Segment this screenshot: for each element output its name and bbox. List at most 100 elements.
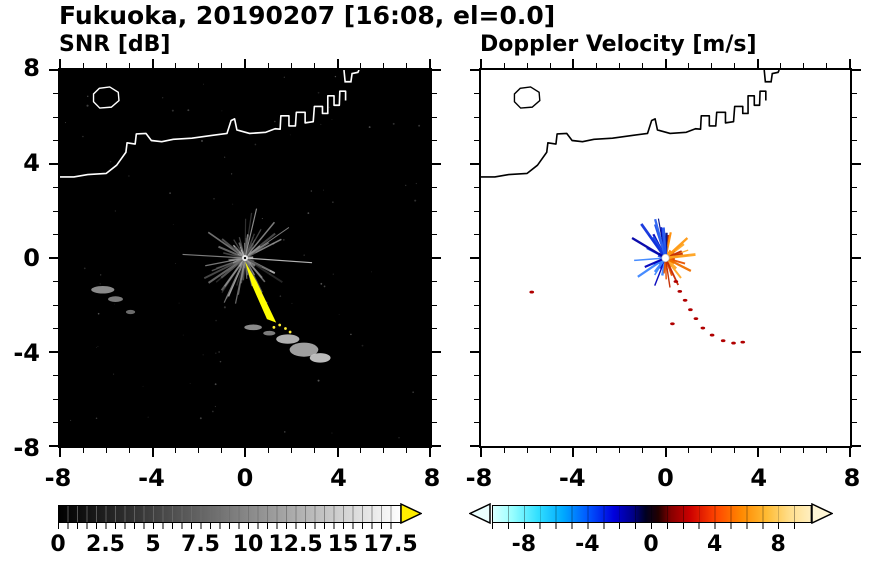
velocity-colorbar xyxy=(492,505,812,523)
velocity-panel-title: Doppler Velocity [m/s] xyxy=(480,32,757,57)
x-axis-label: -4 xyxy=(558,464,586,492)
axis-tick xyxy=(53,281,58,282)
colorbar-tick-label: 17.5 xyxy=(363,532,418,557)
axis-tick xyxy=(470,69,479,71)
axis-tick xyxy=(470,445,479,447)
axis-tick xyxy=(244,59,246,68)
axis-tick xyxy=(290,63,292,68)
axis-tick xyxy=(406,448,408,453)
snr-plot-canvas xyxy=(60,70,430,446)
axis-tick xyxy=(53,375,58,376)
axis-tick xyxy=(53,304,58,306)
axis-tick xyxy=(756,59,759,68)
axis-tick xyxy=(360,448,362,453)
axis-tick xyxy=(53,328,58,329)
y-axis-label: -4 xyxy=(13,339,40,367)
x-axis-label: 0 xyxy=(236,464,254,492)
axis-tick xyxy=(128,63,130,68)
snr-high-snr-plume xyxy=(245,261,292,334)
axis-tick xyxy=(221,63,223,68)
axis-tick xyxy=(128,448,130,453)
axis-tick xyxy=(734,448,736,453)
coastline-top-piece xyxy=(763,70,780,83)
axis-tick xyxy=(474,234,479,235)
axis-tick xyxy=(803,448,805,453)
x-axis-label: -8 xyxy=(465,464,493,492)
axis-tick xyxy=(756,448,759,457)
axis-tick xyxy=(432,140,437,141)
axis-tick xyxy=(432,116,437,118)
snr-clutter-rays xyxy=(182,208,313,304)
velocity-colorbar-labels: -8 -4 0 4 8 xyxy=(492,532,810,562)
axis-tick xyxy=(175,63,177,68)
axis-tick xyxy=(432,375,437,376)
velocity-plot-panel xyxy=(470,59,861,457)
axis-tick xyxy=(618,63,620,68)
axis-tick xyxy=(267,63,269,68)
coastline-snr xyxy=(60,70,360,178)
axis-tick xyxy=(549,63,551,68)
axis-tick xyxy=(49,163,58,165)
axis-tick xyxy=(526,448,528,453)
axis-tick xyxy=(474,210,479,212)
axis-tick xyxy=(852,281,857,282)
axis-tick xyxy=(49,445,58,447)
axis-tick xyxy=(474,116,479,118)
colorbar-tick-label: 8 xyxy=(770,532,786,557)
x-axis-label: -8 xyxy=(44,464,72,492)
axis-tick xyxy=(474,375,479,376)
axis-tick xyxy=(852,351,861,353)
axis-tick xyxy=(221,448,223,453)
axis-tick xyxy=(432,187,437,188)
axis-tick xyxy=(313,448,315,453)
axis-tick xyxy=(595,63,597,68)
axis-tick xyxy=(53,116,58,118)
colorbar-tick-label: -8 xyxy=(511,532,537,557)
axis-tick xyxy=(852,375,857,376)
axis-tick xyxy=(49,351,58,353)
velocity-x-axis-labels: -8 -4 0 4 8 xyxy=(466,464,861,494)
axis-tick xyxy=(198,448,200,453)
axis-tick xyxy=(688,63,690,68)
axis-tick xyxy=(53,234,58,235)
axis-tick xyxy=(383,63,385,68)
axis-tick xyxy=(852,422,857,423)
axis-tick xyxy=(664,448,667,457)
axis-tick xyxy=(664,59,667,68)
snr-colorbar-subticks xyxy=(58,523,400,529)
axis-tick xyxy=(572,59,575,68)
axis-tick xyxy=(244,448,246,457)
axis-tick xyxy=(49,257,58,259)
axis-tick xyxy=(852,398,857,400)
radar-center-dot xyxy=(243,256,247,260)
axis-tick xyxy=(432,210,437,212)
axis-tick xyxy=(711,63,713,68)
axis-tick xyxy=(432,281,437,282)
axis-tick xyxy=(290,448,292,453)
colorbar-tick-label: 0 xyxy=(643,532,659,557)
axis-tick xyxy=(852,210,857,212)
axis-tick xyxy=(470,257,479,259)
axis-tick xyxy=(503,448,505,453)
velocity-plot-canvas xyxy=(481,70,850,446)
axis-tick xyxy=(175,448,177,453)
snr-panel-title: SNR [dB] xyxy=(59,32,171,57)
axis-tick xyxy=(383,448,385,453)
axis-tick xyxy=(432,69,441,71)
x-axis-label: 8 xyxy=(843,464,861,492)
x-axis-label: 4 xyxy=(750,464,768,492)
axis-tick xyxy=(852,93,857,94)
axis-tick xyxy=(470,163,479,165)
axis-tick xyxy=(105,448,107,453)
snr-echo-blobs xyxy=(91,285,331,363)
axis-tick xyxy=(474,304,479,306)
axis-tick xyxy=(151,448,154,457)
axis-tick xyxy=(432,422,437,423)
axis-tick xyxy=(803,63,805,68)
axis-tick xyxy=(618,448,620,453)
y-axis-label: 4 xyxy=(23,149,40,177)
axis-tick xyxy=(641,63,643,68)
axis-tick xyxy=(474,187,479,188)
axis-tick xyxy=(53,140,58,141)
